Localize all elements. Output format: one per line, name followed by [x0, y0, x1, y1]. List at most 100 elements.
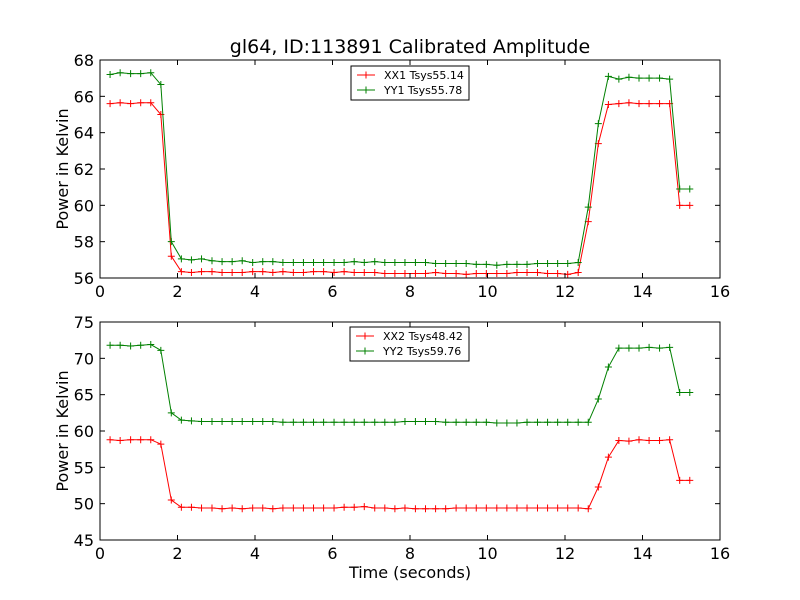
- top-x-tick-label: 4: [250, 282, 260, 301]
- bottom-series-2-point: [645, 343, 653, 351]
- bottom-series-2-point: [615, 344, 623, 352]
- top-series-2-point: [310, 259, 318, 267]
- top-series-1-point: [411, 269, 419, 277]
- top-series-2-point: [625, 73, 633, 81]
- bottom-series-1-point: [676, 476, 684, 484]
- top-series-1-point: [686, 201, 694, 209]
- top-series-2-point: [656, 74, 664, 82]
- top-series-1-point: [604, 101, 612, 109]
- top-series-2-point: [299, 259, 307, 267]
- top-series-2-point: [462, 259, 470, 267]
- top-series-1-point: [442, 269, 450, 277]
- bottom-series-2-point: [472, 418, 480, 426]
- bottom-series-1-point: [228, 504, 236, 512]
- bottom-series-2-point: [666, 343, 674, 351]
- top-series-1-point: [320, 268, 328, 276]
- top-legend: XX1 Tsys55.14 YY1 Tsys55.78: [350, 65, 470, 101]
- bottom-series-2-point: [544, 418, 552, 426]
- top-series-2-point: [269, 258, 277, 266]
- bottom-series-1-point: [299, 504, 307, 512]
- top-series-1-point: [391, 269, 399, 277]
- bottom-series-1-point: [167, 496, 175, 504]
- top-x-tick-label: 14: [632, 282, 652, 301]
- top-x-tick-label: 2: [172, 282, 182, 301]
- top-panel: gl64, ID:113891 Calibrated Amplitude Pow…: [53, 36, 730, 301]
- bottom-series-2-point: [269, 418, 277, 426]
- bottom-y-tick-label: 70: [74, 349, 94, 368]
- bottom-series-2-point: [554, 418, 562, 426]
- bottom-series-1-point: [127, 436, 135, 444]
- bottom-y-tick-label: 50: [74, 495, 94, 514]
- bottom-series-2-point: [218, 418, 226, 426]
- bottom-series-1-line: [110, 439, 690, 510]
- bottom-series-2-point: [208, 418, 216, 426]
- bottom-series-2-point: [574, 418, 582, 426]
- top-series-1-point: [289, 269, 297, 277]
- bottom-series-2-point: [330, 418, 338, 426]
- bottom-series-1-point: [391, 505, 399, 513]
- bottom-series-1-point: [177, 503, 185, 511]
- bottom-series-1-point: [187, 503, 195, 511]
- bottom-legend-marker-1: [361, 332, 369, 340]
- bottom-series-1-point: [666, 436, 674, 444]
- bottom-series-1-point: [503, 504, 511, 512]
- bottom-series-2-point: [157, 346, 165, 354]
- top-series-1-point: [279, 268, 287, 276]
- top-x-tick-label: 0: [95, 282, 105, 301]
- bottom-series-1-point: [259, 504, 267, 512]
- top-series-2-point: [401, 259, 409, 267]
- bottom-series-1-point: [238, 505, 246, 513]
- bottom-series-2-point: [656, 344, 664, 352]
- top-series-2-point: [432, 259, 440, 267]
- top-series-2-point: [198, 255, 206, 263]
- bottom-series-1-point: [615, 436, 623, 444]
- bottom-x-tick-label: 6: [327, 544, 337, 563]
- top-series-1-point: [544, 269, 552, 277]
- top-series-1-point: [676, 201, 684, 209]
- bottom-series-1-point: [371, 504, 379, 512]
- bottom-y-tick-label: 60: [74, 422, 94, 441]
- bottom-x-axis-label: Time (seconds): [348, 563, 471, 582]
- bottom-series-1-point: [289, 504, 297, 512]
- top-series-2-point: [472, 260, 480, 268]
- bottom-legend-label-2: YY2 Tsys59.76: [382, 345, 461, 358]
- bottom-series-1-point: [432, 505, 440, 513]
- top-series-2-point: [686, 185, 694, 193]
- bottom-legend-label-1: XX2 Tsys48.42: [383, 330, 463, 343]
- top-series-2-point: [452, 259, 460, 267]
- bottom-series-2-point: [625, 344, 633, 352]
- bottom-series-1-point: [523, 504, 531, 512]
- bottom-series-2-point: [187, 417, 195, 425]
- top-series-1-point: [249, 268, 257, 276]
- bottom-series-1-point: [350, 503, 358, 511]
- top-series-2-point: [289, 259, 297, 267]
- top-series-1-point: [371, 269, 379, 277]
- top-series-1-point: [574, 269, 582, 277]
- top-series-1-point: [106, 100, 114, 108]
- bottom-series-1-point: [584, 505, 592, 513]
- bottom-series-2-point: [238, 418, 246, 426]
- bottom-series-1-point: [116, 436, 124, 444]
- bottom-x-tick-label: 10: [477, 544, 497, 563]
- bottom-y-tick-label: 55: [74, 458, 94, 477]
- bottom-series-1-point: [381, 504, 389, 512]
- top-legend-box: [350, 65, 470, 101]
- top-series-2-point: [422, 259, 429, 267]
- top-series-1-point: [533, 269, 541, 277]
- top-series-2-point: [503, 260, 511, 268]
- bottom-legend-box: [349, 326, 470, 362]
- top-series-1-point: [401, 269, 409, 277]
- top-series-2-point: [208, 257, 216, 265]
- top-series-2-point: [360, 259, 368, 267]
- top-series-2-point: [391, 259, 399, 267]
- top-series-2-point: [594, 120, 602, 128]
- bottom-y-tick-label: 75: [74, 313, 94, 332]
- bottom-series-1-point: [604, 453, 612, 461]
- top-series-2-line: [109, 72, 690, 266]
- top-series-2-point: [320, 259, 328, 267]
- top-y-tick-label: 56: [74, 269, 94, 288]
- top-x-tick-label: 10: [477, 282, 497, 301]
- bottom-series-1-point: [360, 503, 368, 511]
- top-series-2-point: [564, 259, 572, 267]
- top-series-2-point: [381, 259, 389, 267]
